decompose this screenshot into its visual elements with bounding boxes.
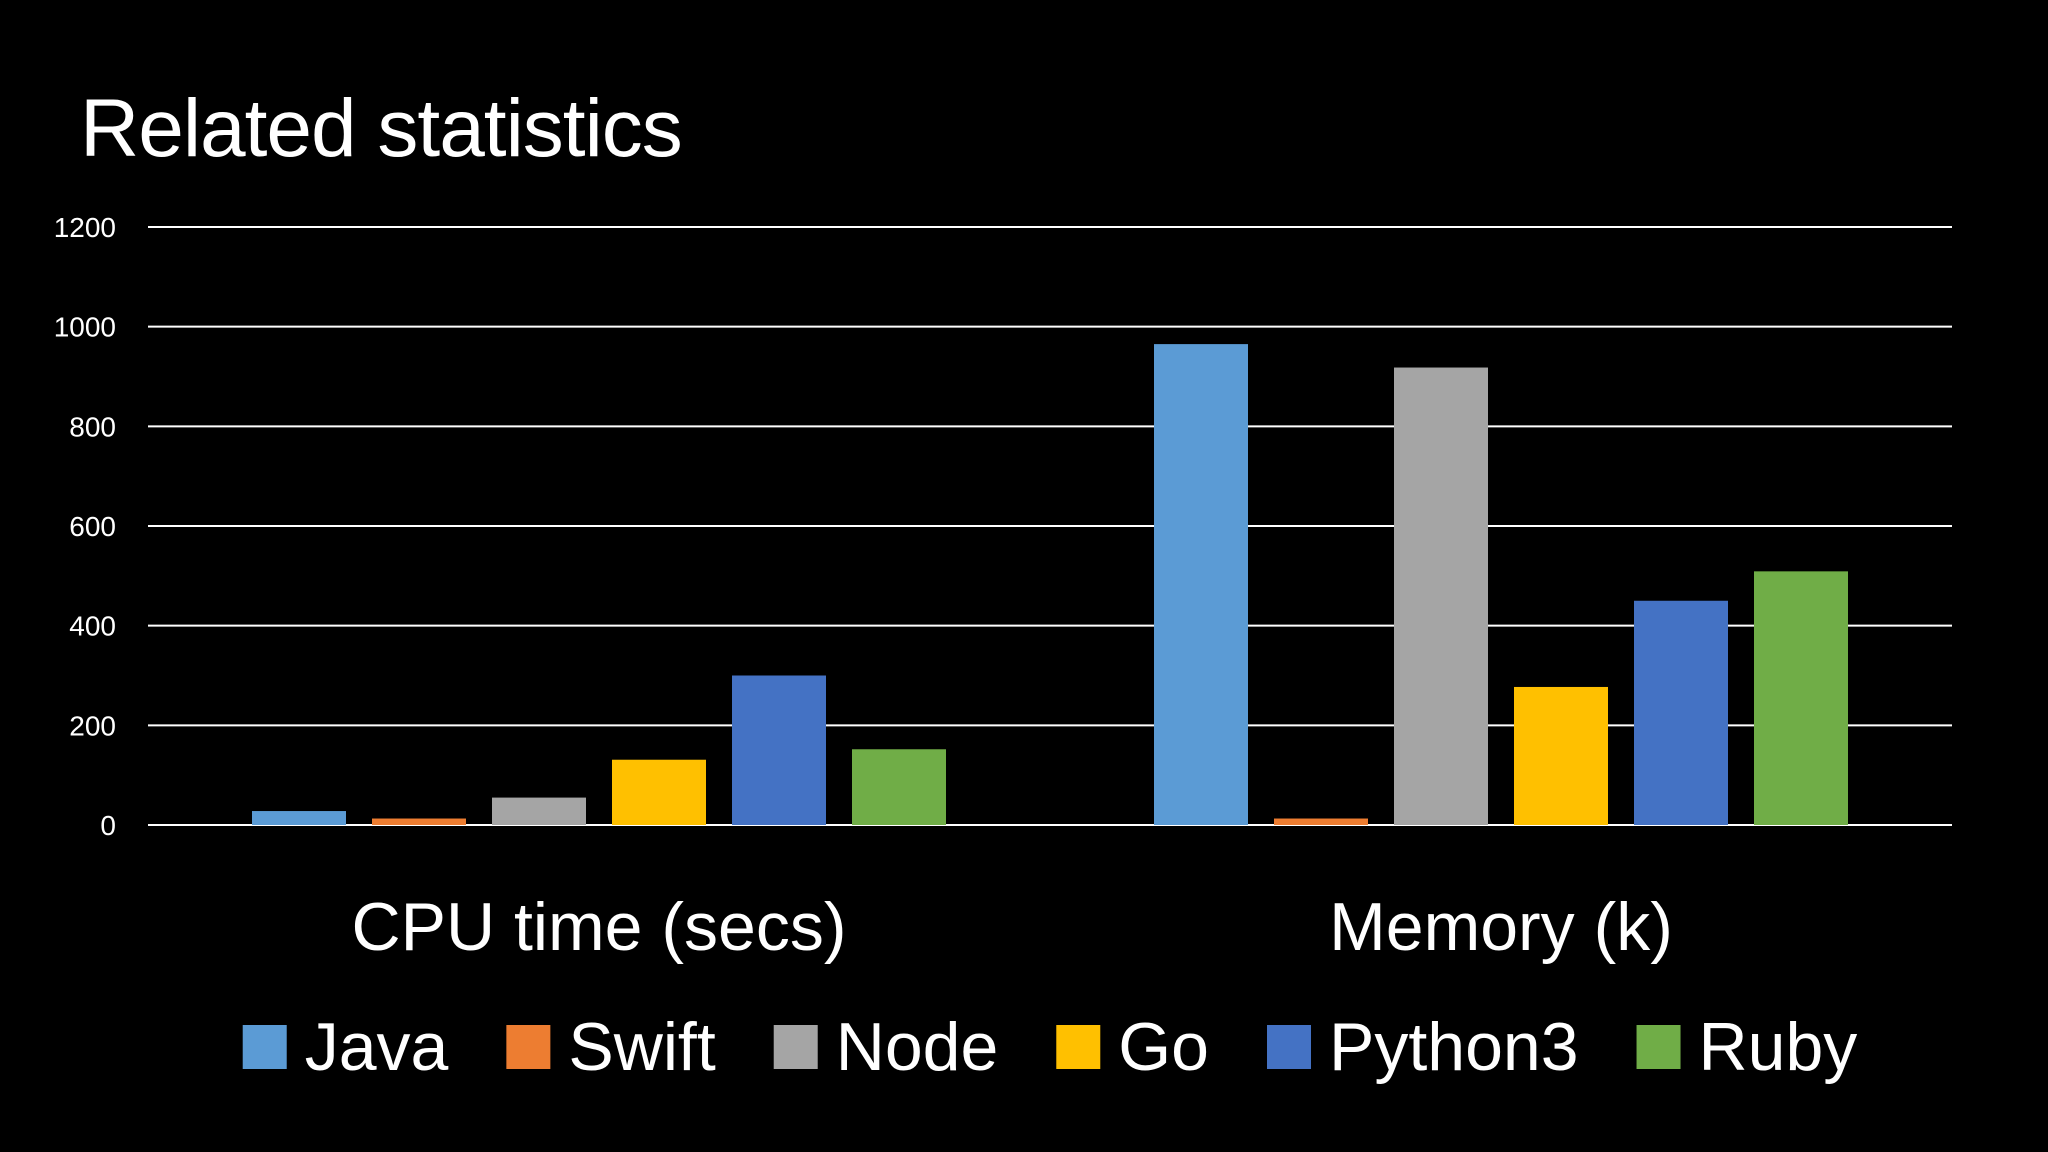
bar-java-cpu-time-secs xyxy=(252,811,346,825)
legend-label-node: Node xyxy=(836,1009,999,1085)
bars xyxy=(252,344,1848,825)
legend-swatch-ruby xyxy=(1636,1025,1681,1069)
y-tick-label-1000: 1000 xyxy=(54,312,116,343)
legend-label-ruby: Ruby xyxy=(1699,1009,1858,1085)
bar-swift-cpu-time-secs xyxy=(372,818,466,825)
bar-ruby-cpu-time-secs xyxy=(852,749,946,825)
legend-item-python3: Python3 xyxy=(1267,1009,1579,1085)
category-axis: CPU time (secs) Memory (k) xyxy=(352,889,1673,965)
category-label-cpu-time-secs: CPU time (secs) xyxy=(352,889,847,965)
y-tick-label-800: 800 xyxy=(69,411,116,442)
slide-title: Related statistics xyxy=(80,83,683,174)
bar-node-memory-k xyxy=(1394,367,1488,825)
bar-swift-memory-k xyxy=(1274,818,1368,825)
legend-item-go: Go xyxy=(1056,1009,1209,1085)
legend-item-java: Java xyxy=(242,1009,449,1085)
legend-label-python3: Python3 xyxy=(1329,1009,1579,1085)
y-tick-label-600: 600 xyxy=(69,511,116,542)
bar-python3-memory-k xyxy=(1634,600,1728,825)
legend-swatch-go xyxy=(1056,1025,1101,1069)
bar-java-memory-k xyxy=(1154,344,1248,825)
y-tick-label-1200: 1200 xyxy=(54,212,116,243)
y-tick-label-0: 0 xyxy=(100,810,116,841)
legend-item-swift: Swift xyxy=(506,1009,716,1085)
bar-go-cpu-time-secs xyxy=(612,759,706,825)
legend-label-go: Go xyxy=(1118,1009,1209,1085)
category-label-memory-k: Memory (k) xyxy=(1329,889,1673,965)
legend-swatch-node xyxy=(773,1025,818,1069)
y-tick-label-200: 200 xyxy=(69,710,116,741)
bar-python3-cpu-time-secs xyxy=(732,675,826,825)
bar-node-cpu-time-secs xyxy=(492,797,586,825)
legend-item-ruby: Ruby xyxy=(1636,1009,1858,1085)
y-tick-label-400: 400 xyxy=(69,611,116,642)
legend-swatch-python3 xyxy=(1267,1025,1311,1069)
legend: Java Swift Node Go Python3 Ruby xyxy=(242,1009,1858,1085)
legend-label-swift: Swift xyxy=(568,1009,715,1085)
legend-item-node: Node xyxy=(773,1009,999,1085)
y-axis-ticks: 0 200 400 600 800 1000 1200 xyxy=(54,212,116,841)
legend-label-java: Java xyxy=(305,1009,449,1085)
legend-swatch-swift xyxy=(506,1025,551,1069)
bar-go-memory-k xyxy=(1514,686,1608,825)
legend-swatch-java xyxy=(242,1025,287,1069)
bar-ruby-memory-k xyxy=(1754,571,1848,825)
